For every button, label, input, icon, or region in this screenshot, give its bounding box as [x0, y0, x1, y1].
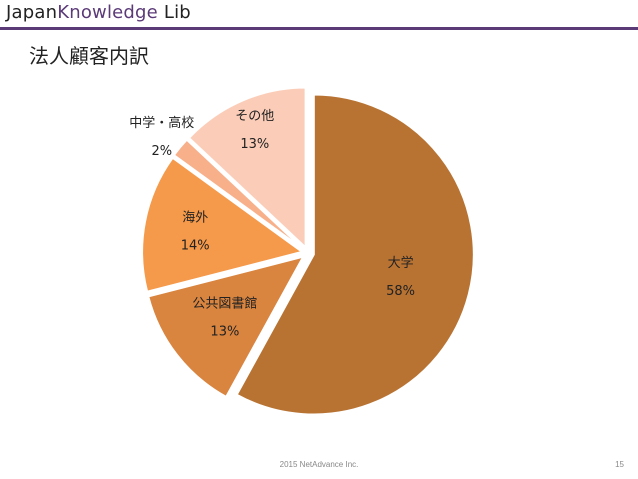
- logo-text-knowledge: Knowledge: [57, 2, 158, 23]
- slice-value-label: 13%: [240, 137, 269, 152]
- slice-value-label: 58%: [386, 284, 415, 299]
- logo-text-lib: Lib: [157, 2, 191, 23]
- footer-copyright: 2015 NetAdvance Inc.: [279, 460, 359, 469]
- pie-slice-3: [141, 156, 305, 293]
- slice-name-label: 中学・高校: [129, 115, 194, 131]
- slice-name-label: 海外: [182, 210, 208, 225]
- logo-text-japan: Japan: [6, 2, 58, 23]
- pie-slice-5: [187, 86, 307, 250]
- pie-labels: 大学 58% 公共図書館 13% 海外 14% 中学・高校 2% その他 13%: [129, 109, 415, 339]
- slice-value-label: 2%: [151, 144, 172, 159]
- pie-slice-2: [147, 255, 306, 399]
- slice-name-label: 大学: [388, 255, 414, 271]
- logo: JapanKnowledge Lib: [6, 2, 191, 24]
- pie-slices: [141, 86, 475, 416]
- slice-name-label: その他: [235, 109, 274, 124]
- slice-value-label: 13%: [210, 324, 239, 339]
- pie-slice-4: [172, 138, 305, 250]
- footer-page-number: 15: [615, 460, 624, 469]
- slide-title: 法人顧客内訳: [29, 44, 149, 68]
- slice-name-label: 公共図書館: [192, 296, 257, 311]
- pie-slice-1: [235, 93, 475, 416]
- slice-value-label: 14%: [181, 238, 210, 253]
- header-rule: [0, 27, 638, 30]
